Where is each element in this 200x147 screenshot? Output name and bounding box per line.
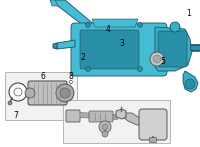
Text: 1: 1 bbox=[187, 9, 191, 17]
Polygon shape bbox=[155, 27, 192, 71]
Circle shape bbox=[138, 22, 142, 27]
Circle shape bbox=[153, 55, 161, 63]
Circle shape bbox=[14, 88, 22, 96]
Circle shape bbox=[138, 66, 142, 71]
Circle shape bbox=[25, 88, 35, 98]
FancyBboxPatch shape bbox=[71, 23, 167, 76]
Circle shape bbox=[56, 84, 74, 102]
Circle shape bbox=[102, 131, 108, 137]
Circle shape bbox=[86, 66, 90, 71]
Text: 5: 5 bbox=[161, 56, 165, 66]
FancyBboxPatch shape bbox=[139, 109, 167, 140]
Circle shape bbox=[150, 52, 164, 66]
Text: 7: 7 bbox=[14, 111, 18, 120]
Text: O: O bbox=[69, 80, 73, 85]
FancyBboxPatch shape bbox=[5, 72, 77, 120]
FancyBboxPatch shape bbox=[66, 110, 80, 122]
FancyBboxPatch shape bbox=[158, 31, 187, 67]
Polygon shape bbox=[118, 113, 150, 125]
Text: 6: 6 bbox=[41, 71, 45, 81]
Polygon shape bbox=[116, 109, 126, 119]
Circle shape bbox=[60, 88, 70, 98]
FancyBboxPatch shape bbox=[80, 30, 139, 69]
Polygon shape bbox=[53, 43, 57, 49]
FancyBboxPatch shape bbox=[89, 111, 113, 122]
Polygon shape bbox=[190, 45, 200, 50]
Text: 4: 4 bbox=[106, 25, 110, 34]
FancyBboxPatch shape bbox=[150, 137, 156, 142]
Polygon shape bbox=[183, 71, 198, 92]
Circle shape bbox=[9, 83, 27, 101]
Polygon shape bbox=[50, 0, 58, 6]
Circle shape bbox=[99, 121, 111, 133]
Polygon shape bbox=[57, 40, 75, 49]
Circle shape bbox=[102, 124, 108, 130]
Circle shape bbox=[8, 101, 12, 105]
Polygon shape bbox=[92, 19, 138, 27]
Circle shape bbox=[170, 22, 180, 32]
Circle shape bbox=[86, 22, 90, 27]
FancyBboxPatch shape bbox=[28, 81, 67, 105]
Text: 2: 2 bbox=[81, 52, 85, 61]
Text: 3: 3 bbox=[120, 39, 124, 47]
Text: 8: 8 bbox=[69, 71, 73, 81]
Circle shape bbox=[185, 79, 195, 89]
FancyBboxPatch shape bbox=[63, 100, 170, 143]
Polygon shape bbox=[50, 0, 115, 42]
